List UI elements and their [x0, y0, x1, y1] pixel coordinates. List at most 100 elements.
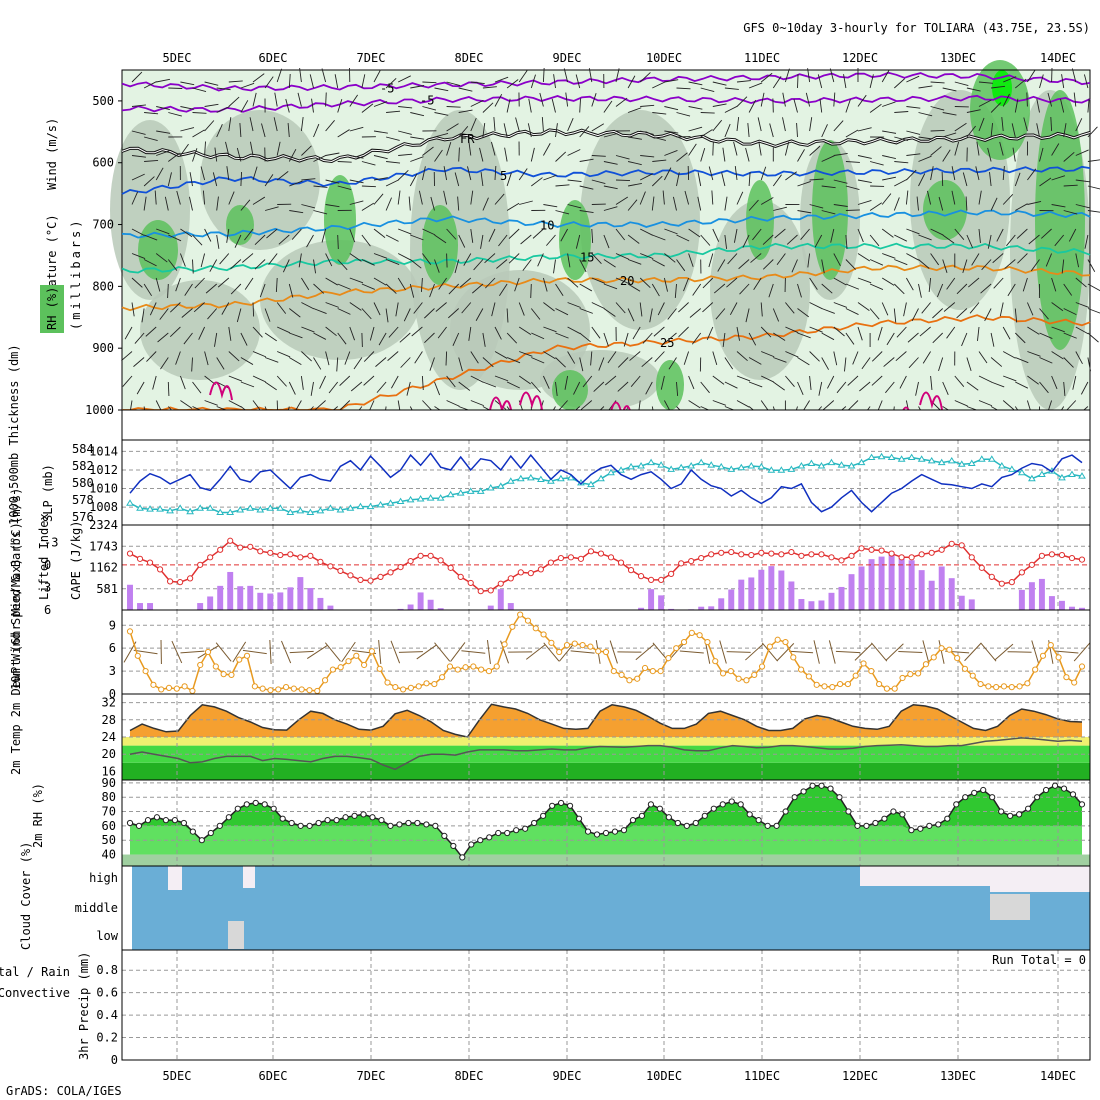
- cape-bar: [818, 600, 825, 610]
- wind-barb: [857, 277, 872, 284]
- thickness-series-point: [867, 453, 876, 461]
- wind-barb: [797, 73, 799, 89]
- wind-barb: [603, 283, 618, 290]
- thickness-series-point: [737, 463, 746, 471]
- thickness-series-point: [727, 465, 736, 472]
- wind-barb: [539, 92, 544, 107]
- surface-wind-barb: [761, 642, 778, 662]
- wind-barb: [665, 332, 677, 343]
- wind-barb: [276, 141, 281, 156]
- lifted-index-series-point: [978, 564, 985, 571]
- wind-barb: [797, 308, 810, 318]
- rh-series-point: [234, 805, 241, 812]
- wind-barb: [717, 259, 726, 272]
- rh-series-point: [405, 819, 412, 827]
- wind-barb: [204, 400, 218, 406]
- wind-barb: [194, 277, 205, 289]
- lifted-index-series-point: [808, 551, 815, 558]
- wind-barb: [676, 172, 680, 187]
- wind-barb: [385, 259, 400, 265]
- cape-bar: [247, 585, 254, 610]
- wind-speed-series-point: [197, 661, 204, 669]
- wind-barb: [325, 326, 337, 337]
- wind-barb: [325, 179, 340, 184]
- wind-barb: [542, 277, 548, 292]
- wind-barb: [883, 357, 895, 367]
- cape-tick: 1162: [89, 561, 118, 575]
- wind-barb: [809, 117, 813, 132]
- wind-barb: [930, 228, 944, 236]
- isotherm-30-line: [919, 391, 943, 411]
- wind-barb: [713, 283, 726, 294]
- thickness-series-point: [326, 504, 335, 511]
- rh-series-point: [477, 837, 484, 844]
- li-tick: 3: [44, 580, 51, 594]
- wind-barb: [745, 147, 750, 162]
- wind-barb: [397, 253, 411, 261]
- wind-barb: [493, 117, 496, 132]
- pressure-tick: 800: [92, 279, 114, 293]
- wind-barb: [785, 326, 799, 334]
- wind-barb: [907, 332, 919, 343]
- wind-barb: [706, 326, 714, 341]
- wind-barb: [410, 156, 424, 162]
- wind-barb: [977, 326, 980, 341]
- isotherm-label: 25: [660, 336, 674, 350]
- wind-barb: [518, 168, 528, 181]
- lifted-index-series-point: [267, 549, 274, 556]
- wind-barb: [676, 152, 688, 162]
- wind-barb: [124, 326, 133, 340]
- wind-barb: [313, 332, 327, 340]
- lifted-index-series-point: [708, 551, 715, 558]
- thickness-series-point: [456, 489, 465, 496]
- wind-barb: [434, 149, 443, 162]
- wind-barb: [146, 351, 157, 362]
- thickness-series-point: [767, 466, 776, 473]
- wind-barb: [962, 172, 968, 187]
- wind-speed-series-point: [790, 654, 797, 661]
- cape-bar: [327, 605, 334, 610]
- dewpoint-series: [129, 737, 1083, 771]
- wind-barb: [797, 210, 812, 214]
- rh-series-point: [935, 821, 942, 828]
- lifted-index-series-point: [577, 555, 585, 562]
- wind-barb: [582, 375, 593, 388]
- rh-tick: 60: [102, 819, 116, 833]
- lifted-index-series-point: [277, 551, 284, 559]
- wind-barb: [615, 302, 626, 314]
- wind-barb: [1002, 326, 1011, 340]
- wind-barb: [344, 351, 351, 365]
- date-tick-bottom: 8DEC: [455, 1069, 484, 1083]
- wind-barb: [1039, 74, 1044, 89]
- wind-barb: [978, 81, 993, 84]
- wind-barb: [154, 190, 157, 205]
- rh-series-point: [540, 812, 547, 819]
- rh-series-point: [683, 822, 690, 829]
- wind-barb: [398, 228, 412, 235]
- wind-barb: [1051, 351, 1064, 360]
- thickness-series-point: [516, 474, 525, 482]
- wind-barb: [337, 259, 348, 271]
- precip-tick-zero: 0: [111, 1053, 118, 1067]
- wind-barb: [1015, 381, 1029, 389]
- wind-barb: [134, 332, 145, 344]
- wind-barb: [204, 351, 209, 366]
- wind-barb: [300, 375, 304, 390]
- surface-wind-barb: [280, 640, 292, 664]
- wind-barb: [1002, 193, 1014, 205]
- cape-bar: [427, 599, 434, 610]
- wind-barb: [700, 234, 711, 246]
- wind-barb: [978, 400, 993, 407]
- wind-barb: [702, 277, 714, 289]
- wind-barb: [458, 87, 473, 92]
- wind-barb: [971, 253, 980, 266]
- wind-barb: [603, 308, 616, 317]
- wind-barb: [363, 351, 375, 362]
- wind-barb: [1015, 203, 1028, 211]
- lifted-index-series-point: [788, 548, 795, 556]
- wind-barb: [244, 277, 254, 290]
- wind-barb: [942, 87, 957, 92]
- rh-shading: [450, 270, 590, 390]
- lifted-index-series-point: [237, 544, 244, 551]
- wind-tick: 0: [109, 687, 116, 701]
